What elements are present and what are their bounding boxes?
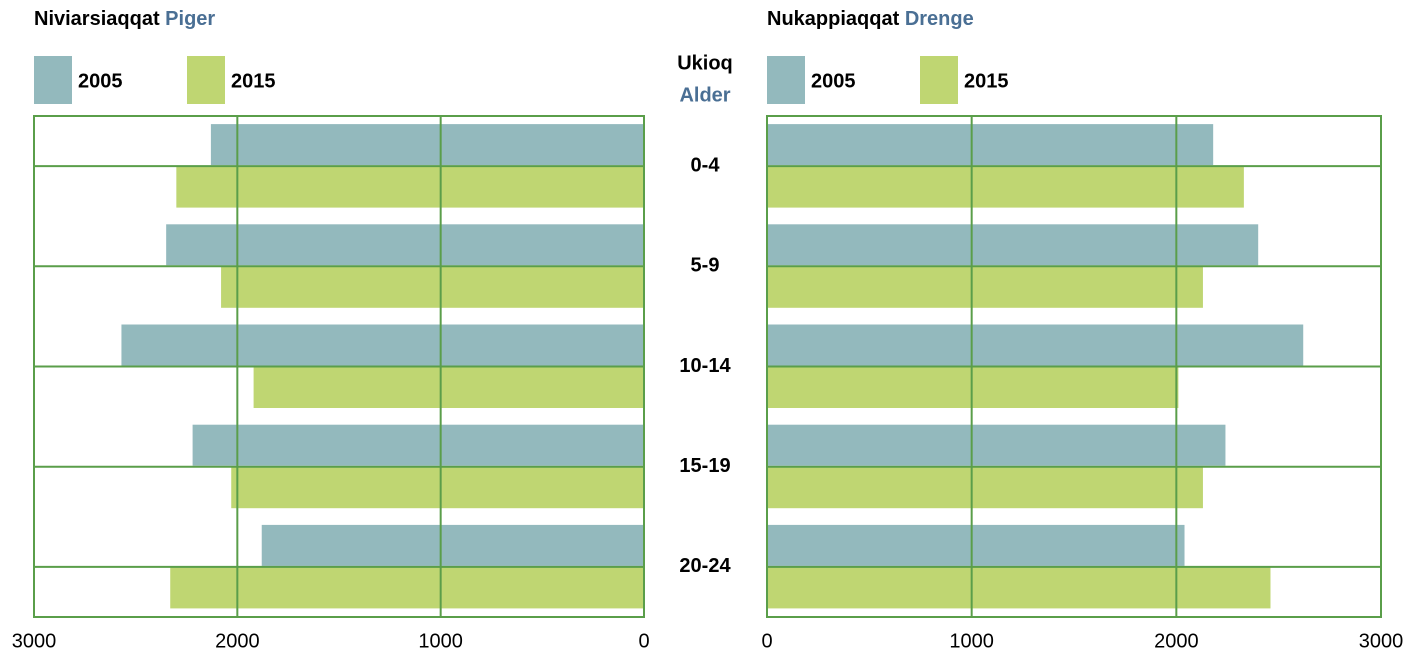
- bar: [767, 324, 1304, 366]
- bar: [192, 424, 644, 466]
- bar: [767, 424, 1226, 466]
- bar: [261, 524, 644, 566]
- bar: [231, 467, 644, 509]
- x-tick-label: 1000: [949, 630, 994, 652]
- title-translation: Drenge: [905, 8, 974, 30]
- category-label: 10-14: [679, 355, 731, 377]
- title-main: Niviarsiaqqat: [34, 8, 160, 30]
- plot-frame: [766, 115, 1382, 618]
- x-tick-label: 3000: [1359, 630, 1404, 652]
- bar: [253, 367, 644, 408]
- x-tick-label: 1000: [418, 630, 463, 652]
- x-tick-label: 0: [638, 630, 649, 652]
- category-label: 20-24: [679, 555, 731, 577]
- x-tick-label: 0: [761, 630, 772, 652]
- chart-title: Niviarsiaqqat Piger: [34, 8, 215, 30]
- bar: [166, 224, 644, 266]
- x-tick-label: 3000: [12, 630, 57, 652]
- plot-frame: [33, 115, 645, 618]
- legend-label: 2005: [811, 70, 856, 92]
- bar: [221, 266, 645, 308]
- legend-swatch: [767, 56, 805, 104]
- title-main: Nukappiaqqat: [767, 8, 900, 30]
- bar: [767, 567, 1271, 609]
- bar: [767, 524, 1185, 566]
- bar: [170, 567, 644, 609]
- title-translation: Piger: [165, 8, 215, 30]
- bar: [767, 124, 1214, 166]
- bar: [767, 266, 1203, 308]
- category-label: 15-19: [679, 455, 730, 477]
- x-tick-label: 2000: [215, 630, 260, 652]
- bar: [121, 324, 644, 366]
- legend-label: 2015: [231, 70, 276, 92]
- legend-label: 2005: [78, 70, 123, 92]
- bar: [767, 367, 1179, 408]
- center-axis-translation: Alder: [679, 84, 730, 106]
- legend-swatch: [920, 56, 958, 104]
- legend-swatch: [187, 56, 225, 104]
- x-tick-label: 2000: [1154, 630, 1199, 652]
- legend-swatch: [34, 56, 72, 104]
- category-label: 0-4: [691, 154, 721, 176]
- category-label: 5-9: [691, 255, 720, 277]
- bar: [767, 224, 1259, 266]
- bar: [767, 166, 1244, 208]
- bar: [767, 467, 1203, 509]
- bar: [210, 124, 644, 166]
- legend-label: 2015: [964, 70, 1009, 92]
- center-axis-title: Ukioq: [677, 52, 733, 74]
- chart-title: Nukappiaqqat Drenge: [767, 8, 974, 30]
- bar: [176, 166, 645, 208]
